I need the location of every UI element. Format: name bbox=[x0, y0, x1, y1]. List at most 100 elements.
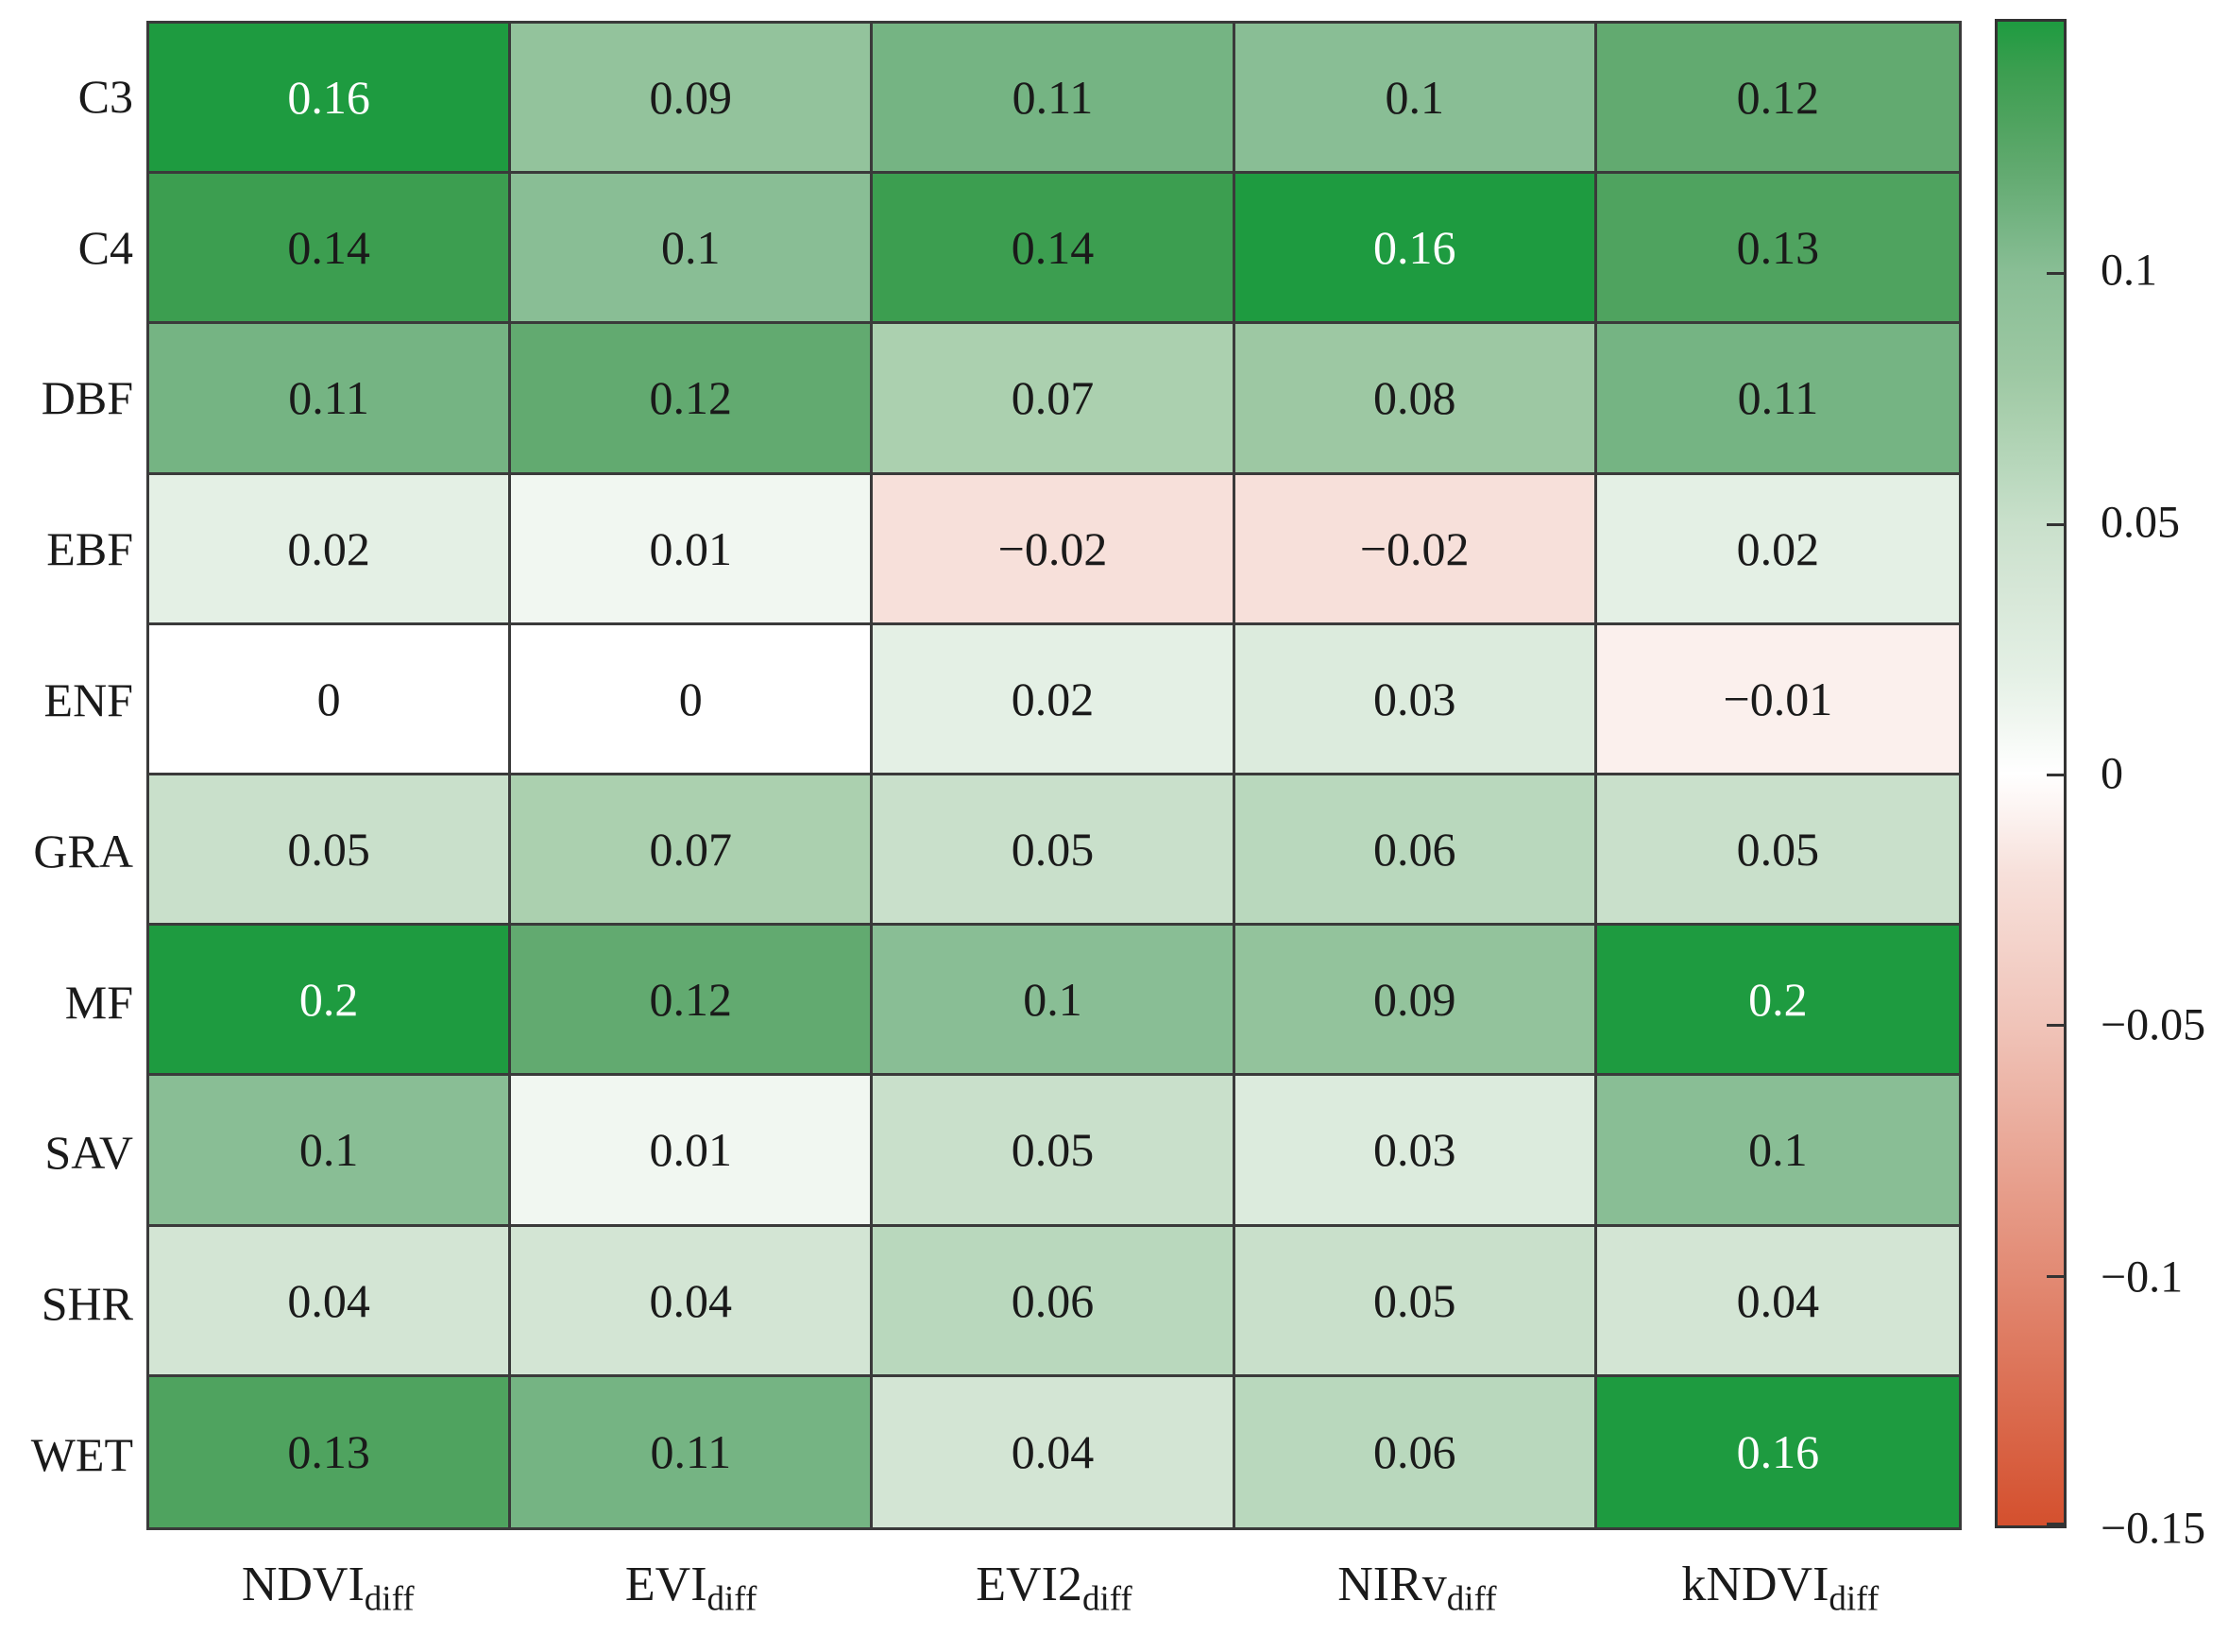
heatmap-cell: 0.14 bbox=[873, 174, 1235, 325]
row-label-sav: SAV bbox=[44, 1126, 133, 1180]
heatmap-cell: 0.1 bbox=[873, 926, 1235, 1077]
cell-value: 0.03 bbox=[1372, 1123, 1456, 1177]
cell-value: 0.05 bbox=[1011, 823, 1095, 877]
heatmap-cell: 0.01 bbox=[511, 474, 874, 625]
row-labels: C3 C4 DBF EBF ENF GRA MF SAV SHR WET bbox=[0, 21, 133, 1530]
heatmap-cell: 0.06 bbox=[1234, 775, 1597, 927]
heatmap-cell: 0.12 bbox=[1596, 24, 1959, 175]
heatmap-cell: 0.13 bbox=[149, 1376, 512, 1527]
cell-value: 0.04 bbox=[287, 1273, 370, 1327]
colorbar-tick bbox=[2047, 1024, 2064, 1028]
colorbar-tick-label: 0.05 bbox=[2101, 497, 2180, 548]
heatmap-cell: 0.1 bbox=[1234, 24, 1597, 175]
cell-value: 0.16 bbox=[1736, 1425, 1820, 1479]
colorbar-tick bbox=[2047, 522, 2064, 526]
cell-value: 0.05 bbox=[1736, 823, 1820, 877]
heatmap-cell: 0.04 bbox=[873, 1376, 1235, 1527]
cell-value: −0.02 bbox=[997, 521, 1108, 575]
row-label-enf: ENF bbox=[43, 673, 133, 727]
colorbar-tick-label: 0 bbox=[2101, 748, 2123, 799]
cell-value: 0.02 bbox=[1011, 672, 1095, 725]
colorbar-tick-label: −0.05 bbox=[2101, 999, 2206, 1050]
cell-value: 0.06 bbox=[1372, 1425, 1456, 1479]
cell-value: −0.01 bbox=[1723, 672, 1833, 725]
heatmap-grid: 0.16 0.09 0.11 0.1 0.12 0.14 0.1 0.14 0.16 0.13 0.… bbox=[146, 21, 1962, 1530]
row-label-gra: GRA bbox=[33, 824, 133, 877]
cell-value: 0.09 bbox=[1372, 973, 1456, 1027]
cell-value: 0.07 bbox=[649, 823, 733, 877]
heatmap-cell: −0.01 bbox=[1596, 624, 1959, 775]
heatmap-cell: −0.02 bbox=[1234, 474, 1597, 625]
heatmap-cell: 0.02 bbox=[873, 624, 1235, 775]
heatmap-cell: 0.05 bbox=[1596, 775, 1959, 927]
heatmap-cell: 0.11 bbox=[511, 1376, 874, 1527]
heatmap-cell: 0.1 bbox=[1596, 1076, 1959, 1227]
heatmap-cell: 0.09 bbox=[1234, 926, 1597, 1077]
cell-value: 0 bbox=[316, 672, 341, 725]
heatmap-cell: 0.03 bbox=[1234, 624, 1597, 775]
cell-value: 0.04 bbox=[1011, 1425, 1095, 1479]
cell-value: 0 bbox=[678, 672, 703, 725]
heatmap-cell: 0.07 bbox=[873, 324, 1235, 475]
row-label-c4: C4 bbox=[77, 220, 133, 274]
column-label-ndvi: NDVIdiff bbox=[241, 1558, 415, 1619]
cell-value: 0.06 bbox=[1011, 1273, 1095, 1327]
colorbar-tick bbox=[2047, 774, 2064, 776]
cell-value: 0.16 bbox=[287, 71, 370, 125]
colorbar-tick-label: −0.15 bbox=[2101, 1503, 2206, 1554]
heatmap-cell: 0.1 bbox=[149, 1076, 512, 1227]
cell-value: 0.02 bbox=[1736, 521, 1820, 575]
colorbar-gradient bbox=[1998, 22, 2064, 1525]
heatmap-cell: 0.11 bbox=[873, 24, 1235, 175]
row-label-wet: WET bbox=[30, 1428, 133, 1482]
heatmap-cell: 0.16 bbox=[1234, 174, 1597, 325]
heatmap-cell: 0.16 bbox=[149, 24, 512, 175]
colorbar-tick-label: −0.1 bbox=[2101, 1252, 2184, 1303]
cell-value: 0.1 bbox=[298, 1123, 359, 1177]
heatmap-cell: 0.02 bbox=[149, 474, 512, 625]
heatmap-cell: 0.02 bbox=[1596, 474, 1959, 625]
heatmap-cell: 0.2 bbox=[149, 926, 512, 1077]
heatmap-cell: 0 bbox=[511, 624, 874, 775]
heatmap-cell: 0.11 bbox=[1596, 324, 1959, 475]
heatmap-cell: 0.04 bbox=[1596, 1226, 1959, 1377]
cell-value: 0.11 bbox=[650, 1425, 732, 1479]
cell-value: 0.01 bbox=[649, 521, 733, 575]
cell-value: 0.11 bbox=[288, 371, 369, 425]
heatmap-cell: 0.03 bbox=[1234, 1076, 1597, 1227]
heatmap-cell: 0.07 bbox=[511, 775, 874, 927]
cell-value: 0.06 bbox=[1372, 823, 1456, 877]
cell-value: 0.07 bbox=[1011, 371, 1095, 425]
column-label-nirv: NIRvdiff bbox=[1337, 1558, 1497, 1619]
heatmap-cell: 0.01 bbox=[511, 1076, 874, 1227]
row-label-ebf: EBF bbox=[46, 522, 133, 576]
heatmap-cell: 0.06 bbox=[1234, 1376, 1597, 1527]
cell-value: 0.04 bbox=[1736, 1273, 1820, 1327]
cell-value: 0.12 bbox=[649, 973, 733, 1027]
heatmap-cell: 0.09 bbox=[511, 24, 874, 175]
cell-value: 0.14 bbox=[1011, 221, 1095, 275]
heatmap-cell: −0.02 bbox=[873, 474, 1235, 625]
heatmap-cell: 0.14 bbox=[149, 174, 512, 325]
cell-value: 0.1 bbox=[661, 221, 721, 275]
cell-value: 0.08 bbox=[1372, 371, 1456, 425]
heatmap-cell: 0.06 bbox=[873, 1226, 1235, 1377]
cell-value: 0.1 bbox=[1023, 973, 1082, 1027]
cell-value: 0.05 bbox=[1011, 1123, 1095, 1177]
row-label-c3: C3 bbox=[77, 69, 133, 123]
heatmap-cell: 0.1 bbox=[511, 174, 874, 325]
cell-value: 0.2 bbox=[1748, 973, 1808, 1027]
cell-value: 0.13 bbox=[1736, 221, 1820, 275]
column-label-evi: EVIdiff bbox=[624, 1558, 757, 1619]
heatmap-cell: 0.08 bbox=[1234, 324, 1597, 475]
column-label-evi2: EVI2diff bbox=[976, 1558, 1132, 1619]
heatmap-cell: 0.05 bbox=[1234, 1226, 1597, 1377]
row-label-mf: MF bbox=[64, 975, 133, 1029]
colorbar-tick bbox=[2047, 1523, 2064, 1525]
cell-value: 0.1 bbox=[1385, 71, 1444, 125]
heatmap-cell: 0 bbox=[149, 624, 512, 775]
heatmap-cell: 0.12 bbox=[511, 926, 874, 1077]
cell-value: 0.11 bbox=[1737, 371, 1819, 425]
cell-value: 0.09 bbox=[649, 71, 733, 125]
